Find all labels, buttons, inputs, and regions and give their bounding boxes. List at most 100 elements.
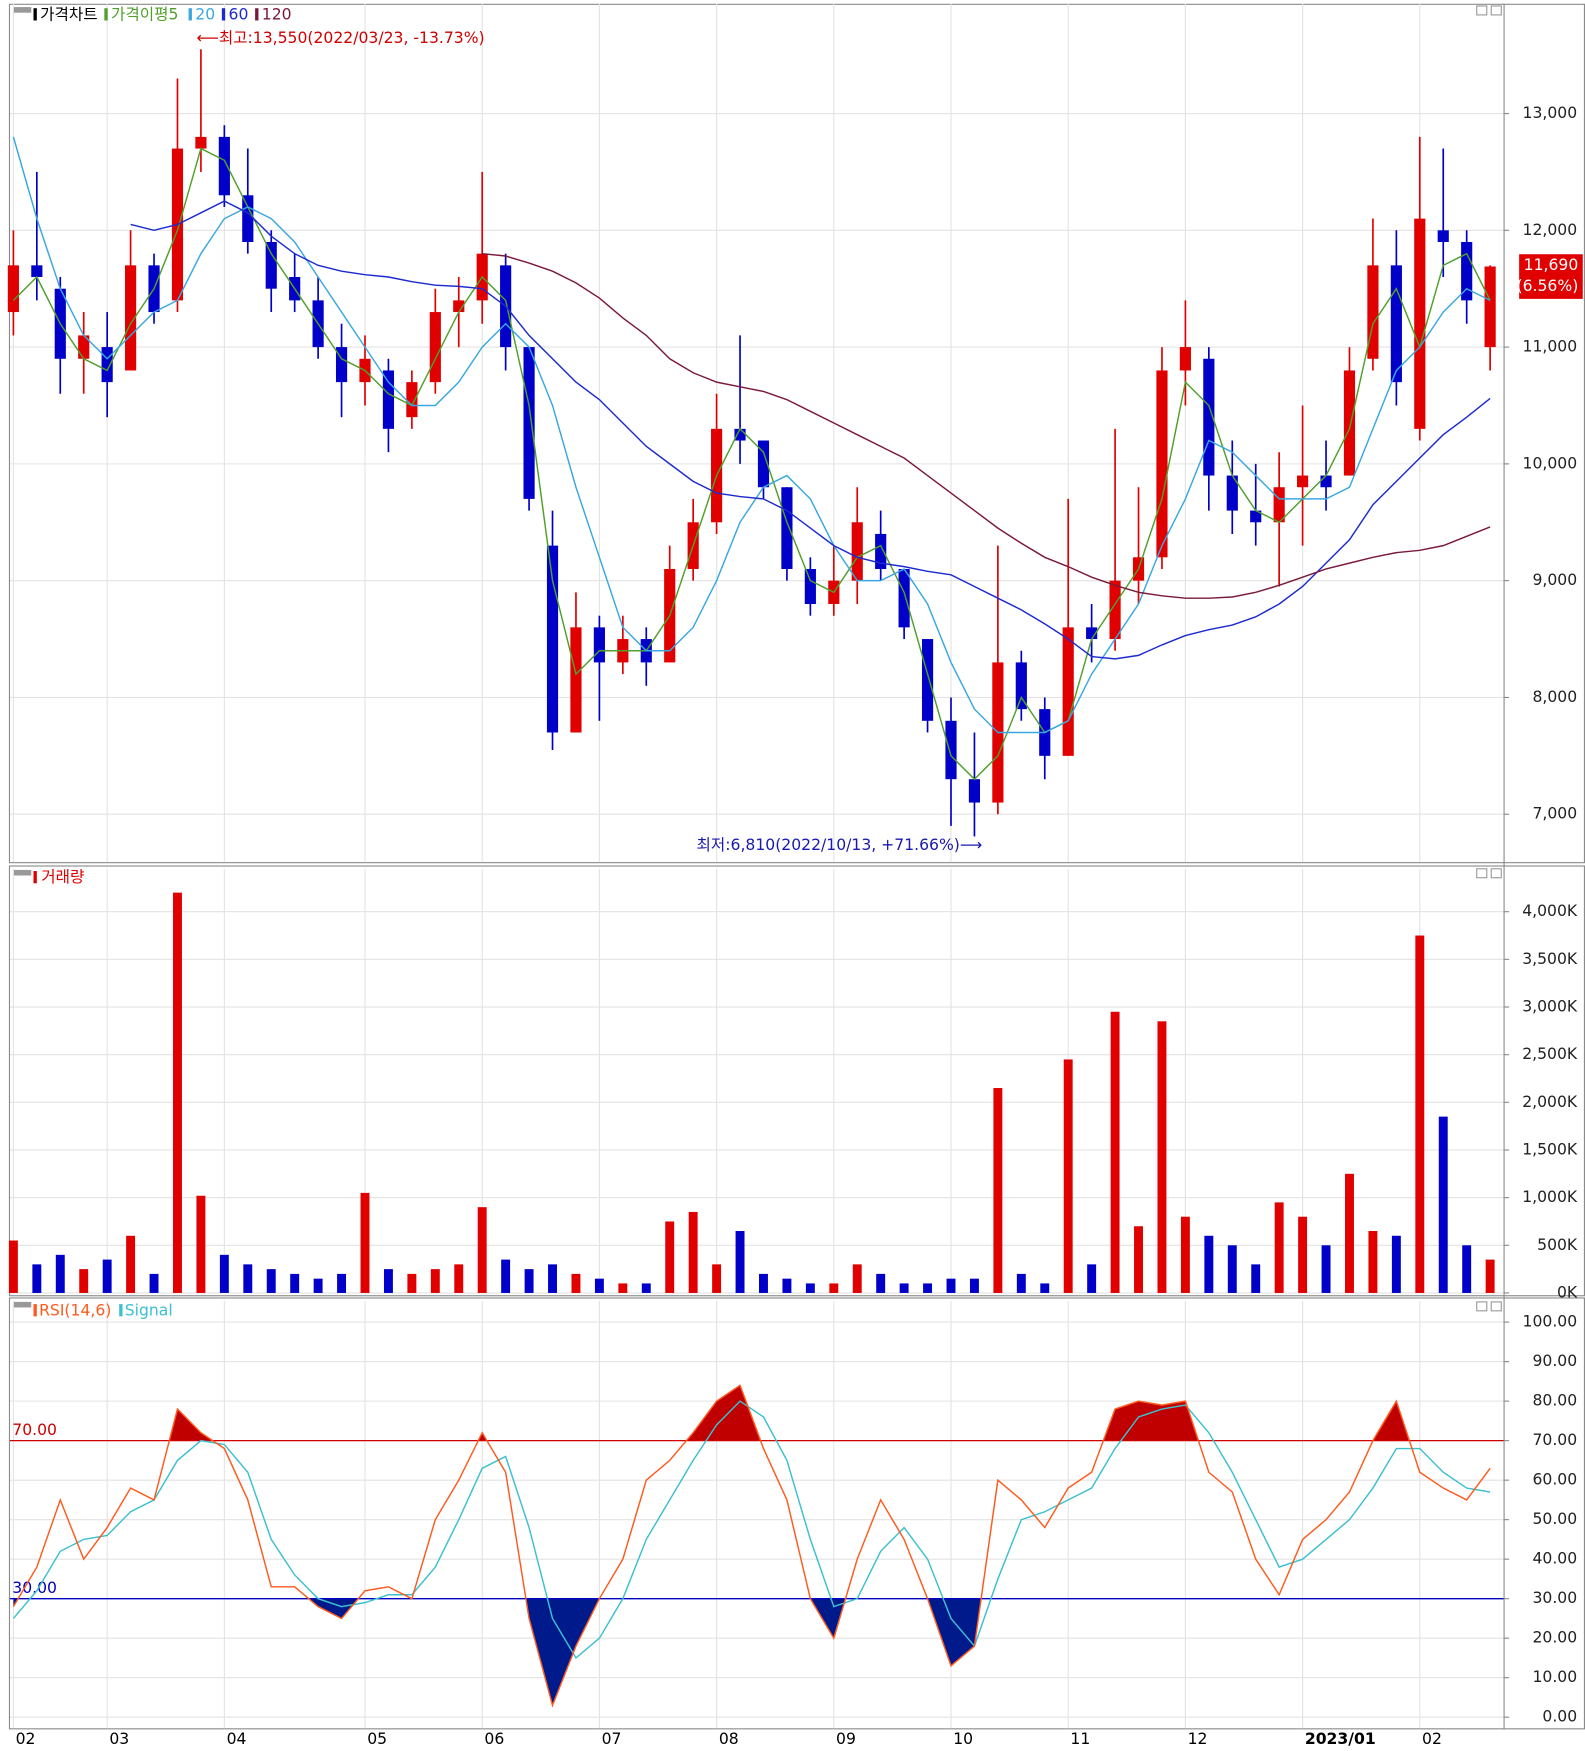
y-tick-label: 30.00 bbox=[1532, 1589, 1577, 1607]
minimize-button[interactable] bbox=[1476, 5, 1488, 16]
volume-bar bbox=[759, 1273, 768, 1293]
volume-bar bbox=[1415, 935, 1425, 1293]
volume-bar bbox=[8, 1240, 18, 1293]
volume-bar bbox=[1462, 1245, 1472, 1293]
candle-body bbox=[781, 487, 793, 569]
y-tick-label: 12,000 bbox=[1523, 221, 1578, 239]
candle-body bbox=[125, 265, 137, 371]
candle-body bbox=[968, 779, 981, 803]
volume-bar bbox=[1157, 1021, 1167, 1293]
volume-bar bbox=[735, 1231, 745, 1293]
volume-bar bbox=[1227, 1245, 1237, 1293]
volume-bar bbox=[923, 1283, 933, 1293]
volume-bar bbox=[1321, 1245, 1331, 1293]
indicator-line bbox=[12, 1384, 1491, 1708]
volume-bar bbox=[219, 1254, 229, 1293]
threshold-label: 70.00 bbox=[12, 1421, 57, 1439]
low-annotation: 최저:6,810(2022/10/13, +71.66%)⟶ bbox=[697, 836, 983, 854]
candle-body bbox=[1297, 475, 1309, 488]
volume-bar bbox=[852, 1264, 862, 1293]
volume-bar bbox=[548, 1264, 557, 1293]
candle-body bbox=[242, 195, 254, 242]
volume-bar bbox=[501, 1259, 511, 1293]
volume-bar bbox=[594, 1278, 604, 1293]
x-tick-label: 2023/01 bbox=[1305, 1730, 1376, 1748]
candle-body bbox=[921, 639, 934, 721]
legend-swatch bbox=[33, 8, 37, 21]
volume-bar bbox=[79, 1269, 89, 1293]
legend-swatch bbox=[188, 8, 192, 21]
x-tick-label: 09 bbox=[836, 1730, 856, 1748]
candle-body bbox=[851, 522, 863, 581]
legend-swatch bbox=[119, 1304, 123, 1317]
minimize-button[interactable] bbox=[1476, 1301, 1488, 1312]
candle-body bbox=[1203, 358, 1215, 476]
moving-average-line bbox=[130, 200, 1491, 660]
close-button[interactable] bbox=[1490, 868, 1502, 879]
y-tick-label: 10,000 bbox=[1523, 454, 1578, 472]
volume-bar bbox=[1274, 1202, 1284, 1293]
legend-label: 5 bbox=[168, 5, 178, 23]
volume-bar bbox=[1040, 1283, 1050, 1293]
y-tick-label: 40.00 bbox=[1532, 1550, 1577, 1568]
candle-body bbox=[1250, 510, 1262, 523]
volume-bar bbox=[876, 1273, 886, 1293]
y-tick-label: 80.00 bbox=[1532, 1392, 1577, 1410]
candle-body bbox=[453, 300, 465, 313]
volume-bar bbox=[712, 1264, 722, 1293]
volume-bar bbox=[1251, 1264, 1261, 1293]
candle-body bbox=[804, 568, 816, 605]
candle-body bbox=[1367, 265, 1379, 359]
y-tick-label: 0K bbox=[1557, 1283, 1578, 1301]
volume-bar bbox=[337, 1273, 347, 1293]
y-tick-label: 3,500K bbox=[1522, 950, 1578, 968]
volume-bar bbox=[946, 1278, 956, 1293]
volume-bar bbox=[665, 1221, 675, 1293]
minimize-button[interactable] bbox=[1476, 868, 1488, 879]
legend-label: 20 bbox=[195, 5, 215, 23]
legend-swatch bbox=[33, 1304, 37, 1317]
y-tick-label: 3,000K bbox=[1522, 998, 1578, 1016]
legend-label: 60 bbox=[229, 5, 249, 23]
volume-bar bbox=[1110, 1011, 1120, 1293]
volume-bar bbox=[196, 1195, 206, 1293]
x-tick-label: 05 bbox=[367, 1730, 387, 1748]
candle-body bbox=[1414, 218, 1426, 429]
x-tick-label: 06 bbox=[484, 1730, 504, 1748]
legend-label: 가격이평 bbox=[111, 5, 168, 23]
panel-buttons bbox=[1476, 5, 1502, 1312]
candle-body bbox=[1156, 370, 1168, 558]
volume-panel bbox=[8, 865, 1585, 1297]
close-button[interactable] bbox=[1490, 5, 1502, 16]
candle-body bbox=[1437, 230, 1449, 242]
volume-bar bbox=[782, 1278, 792, 1293]
volume-bar bbox=[1345, 1173, 1354, 1293]
volume-bar bbox=[313, 1278, 323, 1293]
x-tick-label: 07 bbox=[602, 1730, 622, 1748]
legend-swatch bbox=[104, 8, 108, 21]
y-tick-label: 9,000 bbox=[1532, 571, 1577, 589]
panel-icon bbox=[13, 1301, 32, 1308]
volume-bar bbox=[454, 1264, 464, 1293]
volume-bar bbox=[969, 1278, 979, 1293]
volume-bar bbox=[102, 1259, 112, 1293]
volume-bar bbox=[1298, 1216, 1308, 1293]
moving-average-line bbox=[482, 252, 1491, 599]
x-tick-label: 11 bbox=[1070, 1730, 1090, 1748]
volume-bar bbox=[688, 1211, 698, 1293]
candle-body bbox=[218, 136, 230, 196]
candle-body bbox=[593, 627, 605, 663]
close-button[interactable] bbox=[1490, 1301, 1502, 1312]
y-tick-label: 20.00 bbox=[1532, 1629, 1577, 1647]
volume-bar bbox=[571, 1273, 581, 1293]
threshold-label: 30.00 bbox=[12, 1579, 57, 1597]
candle-body bbox=[31, 265, 43, 278]
y-tick-label: 50.00 bbox=[1532, 1510, 1577, 1528]
candle-body bbox=[1273, 487, 1285, 523]
rsi-panel bbox=[8, 1297, 1585, 1730]
last-price-label: 11,690 bbox=[1524, 256, 1579, 274]
candle-body bbox=[1015, 662, 1027, 710]
x-tick-label: 02 bbox=[16, 1730, 36, 1748]
candle-body bbox=[1484, 266, 1496, 348]
